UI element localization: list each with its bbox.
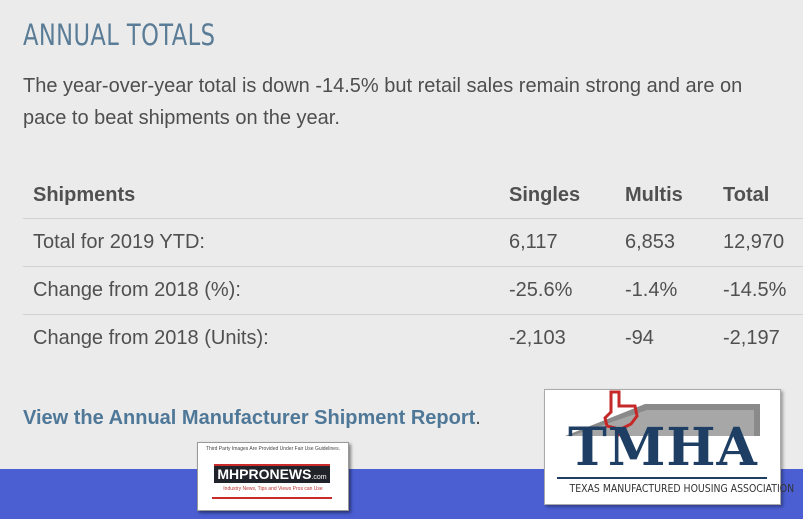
- table-header-row: Shipments Singles Multis Total: [23, 173, 803, 219]
- total-cell: -2,197: [723, 327, 780, 349]
- header-total: Total: [713, 173, 803, 219]
- singles-cell: 6,117: [499, 218, 615, 267]
- mhpronews-tld: .com: [311, 474, 327, 481]
- page-title: ANNUAL TOTALS: [23, 18, 216, 52]
- mhpronews-name: MHPRONEWS: [217, 466, 312, 482]
- mhpronews-logo: Third Party Images Are Provided Under Fa…: [197, 442, 349, 511]
- header-singles: Singles: [499, 173, 615, 219]
- multis-cell: -94: [625, 327, 654, 349]
- report-line: View the Annual Manufacturer Shipment Re…: [23, 407, 481, 430]
- table-row: Total for 2019 YTD: 6,117 6,853 12,970: [23, 218, 803, 267]
- table-row: Change from 2018 (Units): -2,103 -94 -2,…: [23, 315, 803, 363]
- row-label: Change from 2018 (%):: [23, 266, 499, 315]
- row-label: Change from 2018 (Units):: [33, 327, 269, 349]
- multis-cell: -1.4%: [615, 266, 713, 315]
- singles-cell: -25.6%: [499, 266, 615, 315]
- intro-paragraph: The year-over-year total is down -14.5% …: [23, 75, 743, 129]
- table-row: Change from 2018 (%): -25.6% -1.4% -14.5…: [23, 266, 803, 315]
- singles-cell: -2,103: [509, 327, 566, 349]
- header-shipments: Shipments: [23, 173, 499, 219]
- mhpronews-wordmark: MHPRONEWS.com: [214, 464, 330, 483]
- multis-cell: 6,853: [615, 218, 713, 267]
- total-cell: -14.5%: [713, 266, 803, 315]
- tmha-subtitle: TEXAS MANUFACTURED HOUSING ASSOCIATION: [569, 482, 795, 495]
- total-cell: 12,970: [713, 218, 803, 267]
- tmha-letters: TMHA: [568, 417, 758, 478]
- tmha-logo: TMHA TEXAS MANUFACTURED HOUSING ASSOCIAT…: [544, 389, 795, 505]
- report-suffix: .: [475, 407, 481, 429]
- texas-icon: [603, 390, 639, 437]
- row-label: Total for 2019 YTD:: [23, 218, 499, 267]
- tmha-emblem: [557, 390, 767, 479]
- header-multis: Multis: [615, 173, 713, 219]
- mhpronews-tagline: Third Party Images Are Provided Under Fa…: [206, 446, 340, 452]
- shipments-table: Shipments Singles Multis Total Total for…: [23, 173, 803, 362]
- mhpronews-rule: [212, 497, 332, 499]
- annual-report-link[interactable]: View the Annual Manufacturer Shipment Re…: [23, 407, 476, 429]
- mhpronews-subtitle: Industry News, Tips and Views Pros can U…: [223, 486, 323, 492]
